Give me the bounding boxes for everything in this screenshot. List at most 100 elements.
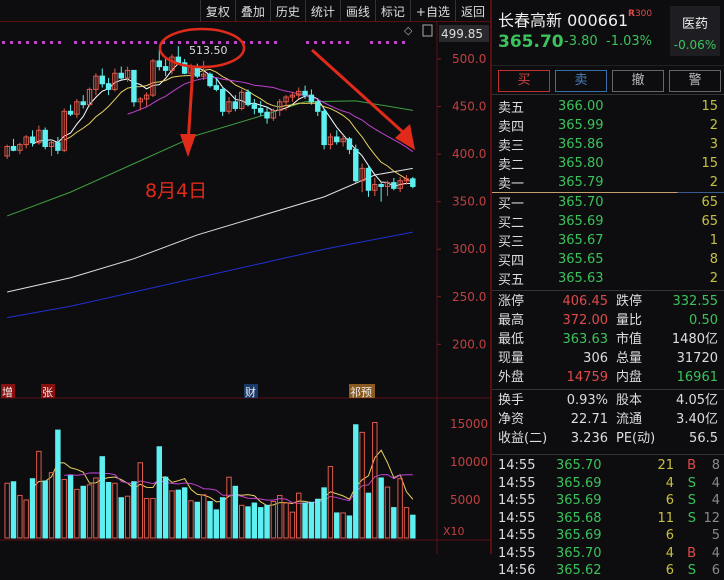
- volume-tick-label: 15000: [450, 417, 488, 431]
- ask-row[interactable]: 卖二 365.80 15: [492, 154, 724, 173]
- tick-count: 4: [711, 475, 720, 491]
- buy-button[interactable]: 买: [498, 70, 550, 92]
- price-tick-label: 350.0: [452, 195, 486, 209]
- signal-dot: [274, 41, 277, 44]
- candle-down: [80, 101, 86, 106]
- stat-label: 涨停: [498, 294, 525, 309]
- sell-button[interactable]: 卖: [555, 70, 607, 92]
- stat-value: 0.50: [689, 313, 718, 328]
- bid-row[interactable]: 买三 365.67 1: [492, 231, 724, 250]
- stat-value: 372.00: [562, 313, 609, 328]
- candle-up: [340, 138, 346, 143]
- bid-row[interactable]: 买二 365.69 65: [492, 212, 724, 231]
- toolbar-item[interactable]: 叠加: [234, 0, 270, 22]
- toolbar-item[interactable]: 画线: [339, 0, 375, 22]
- trade-buttons: 买 卖 撤 警: [492, 66, 724, 95]
- level-qty: 65: [701, 214, 718, 229]
- ask-row[interactable]: 卖一 365.79 2: [492, 173, 724, 192]
- volume-bar: [17, 494, 23, 539]
- volume-bar: [219, 497, 226, 539]
- candle-down: [353, 148, 359, 182]
- candle-down: [391, 182, 397, 189]
- signal-dot: [154, 41, 157, 44]
- signal-dot: [10, 41, 13, 44]
- tick-side: [674, 527, 696, 545]
- signal-dot: [58, 41, 61, 44]
- candle-down: [378, 184, 384, 187]
- tick-volume: 4: [665, 545, 674, 561]
- ask-row[interactable]: 卖四 365.99 2: [492, 116, 724, 135]
- toolbar-item[interactable]: 历史: [269, 0, 305, 22]
- divider: [492, 389, 724, 390]
- toolbar-item[interactable]: 复权: [199, 0, 235, 22]
- candle-down: [302, 90, 308, 96]
- bid-row[interactable]: 买一 365.70 65: [492, 193, 724, 212]
- candle-up: [359, 167, 365, 182]
- fund-label: 换手: [498, 393, 525, 408]
- cancel-order-button[interactable]: 撤: [612, 70, 664, 92]
- kline-chart[interactable]: 500.0 450.0 400.0 350.0 300.0 250.0 200.0 499.8…: [0, 22, 490, 554]
- candle-down: [162, 66, 169, 71]
- alert-button[interactable]: 警: [669, 70, 721, 92]
- signal-dot: [26, 41, 29, 44]
- volume-bar: [232, 485, 239, 539]
- candle-down: [67, 110, 74, 115]
- signal-dot: [378, 41, 381, 44]
- tick-row: 14:55 365.69 6 5: [492, 527, 724, 545]
- volume-bar: [61, 478, 67, 539]
- toolbar-item[interactable]: 返回: [454, 0, 490, 22]
- fundamentals-grid: 换手 0.93% 股本 4.05亿 净资 22.71 流通 3.40亿 收益(二) 3.236 PE…: [492, 392, 724, 448]
- level-qty: 2: [709, 118, 718, 133]
- book-divider: [492, 192, 724, 193]
- tick-list[interactable]: 14:55 365.70 21 B 8 14:55 365.69 4 S 4 14:55 365.69…: [492, 457, 724, 580]
- level-price: 365.86: [558, 137, 604, 152]
- volume-bar: [42, 480, 48, 539]
- candle-down: [181, 62, 188, 74]
- candle-up: [238, 91, 245, 109]
- fund-value: 22.71: [570, 412, 608, 427]
- price-tick-label: 200.0: [452, 337, 486, 351]
- signal-dot: [370, 41, 373, 44]
- tick-row: 14:55 365.69 6 S 4: [492, 492, 724, 510]
- candle-up: [23, 136, 29, 146]
- diamond-icon: ◇: [404, 24, 413, 37]
- volume-bar: [315, 498, 321, 539]
- stat-label: 最高: [498, 313, 525, 328]
- candle-up: [270, 109, 277, 119]
- tick-price: 365.68: [556, 510, 602, 526]
- toolbar-item[interactable]: 统计: [304, 0, 340, 22]
- volume-bar: [10, 481, 17, 539]
- sector-change: -0.06%: [673, 38, 717, 52]
- signal-dot: [90, 41, 93, 44]
- ask-row[interactable]: 卖三 365.86 3: [492, 135, 724, 154]
- ma120-line: [7, 167, 413, 293]
- stat-label: 外盘: [498, 370, 525, 385]
- level-label: 买一: [498, 197, 525, 212]
- event-tag-bg: [244, 384, 258, 398]
- volume-bar: [181, 487, 188, 539]
- event-tag: 祁预: [350, 385, 372, 399]
- price-tick-label: 250.0: [452, 290, 486, 304]
- sector-button[interactable]: 医药 -0.06%: [670, 6, 720, 56]
- toolbar-item[interactable]: 标记: [374, 0, 410, 22]
- level-qty: 8: [709, 252, 718, 267]
- margin-badge: R300: [628, 9, 652, 19]
- level-label: 买三: [498, 235, 525, 250]
- candle-down: [207, 73, 213, 87]
- tick-row: 14:55 365.69 4 S 4: [492, 475, 724, 493]
- volume-bar: [175, 489, 182, 539]
- signal-dot: [258, 41, 261, 44]
- tick-side: B: [687, 458, 696, 473]
- tick-row: 14:56 365.62 6 S 6: [492, 562, 724, 580]
- bid-row[interactable]: 买四 365.65 8: [492, 250, 724, 269]
- signal-dot: [250, 41, 253, 44]
- tick-count: 5: [711, 528, 720, 543]
- tick-row: 14:55 365.68 11 S 12: [492, 510, 724, 528]
- ask-row[interactable]: 卖五 366.00 15: [492, 97, 724, 116]
- volume-bar: [410, 514, 416, 539]
- volume-bar: [353, 424, 359, 539]
- volume-bar: [23, 499, 29, 539]
- toolbar-item[interactable]: +自选: [409, 0, 455, 22]
- bid-row[interactable]: 买五 365.63 2: [492, 269, 724, 288]
- ma10-line: [63, 68, 414, 184]
